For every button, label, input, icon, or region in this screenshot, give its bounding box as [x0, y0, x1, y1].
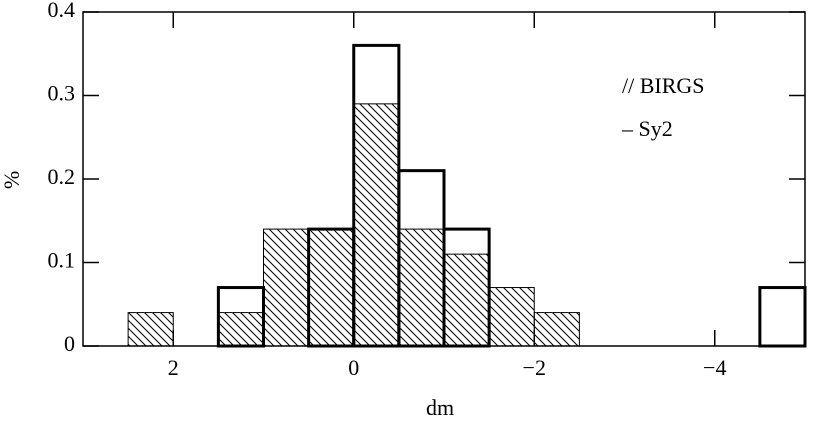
x-tick-label: −2 — [523, 355, 546, 380]
histogram-bar — [263, 228, 310, 347]
y-axis-label: % — [0, 171, 24, 189]
histogram-bar — [353, 103, 400, 347]
histogram-bar — [488, 287, 535, 347]
histogram-bar — [217, 312, 264, 347]
histogram-bar — [398, 228, 445, 347]
y-tick-label: 0.3 — [48, 81, 76, 106]
x-tick-label: 2 — [168, 355, 179, 380]
y-tick-label: 0 — [64, 331, 75, 356]
y-tick-label: 0.4 — [48, 0, 76, 22]
histogram-bar — [758, 286, 807, 348]
x-tick-label: 0 — [348, 355, 359, 380]
histogram-bar — [533, 312, 580, 347]
y-tick-label: 0.2 — [48, 164, 76, 189]
x-tick-label: −4 — [703, 355, 726, 380]
legend-entry: – Sy2 — [621, 116, 673, 141]
histogram-bar — [127, 312, 174, 347]
legend-entry: // BIRGS — [622, 73, 705, 98]
x-axis-label: dm — [426, 395, 454, 420]
histogram-bar — [308, 228, 355, 347]
histogram-bar — [443, 253, 490, 347]
y-tick-label: 0.1 — [48, 248, 76, 273]
